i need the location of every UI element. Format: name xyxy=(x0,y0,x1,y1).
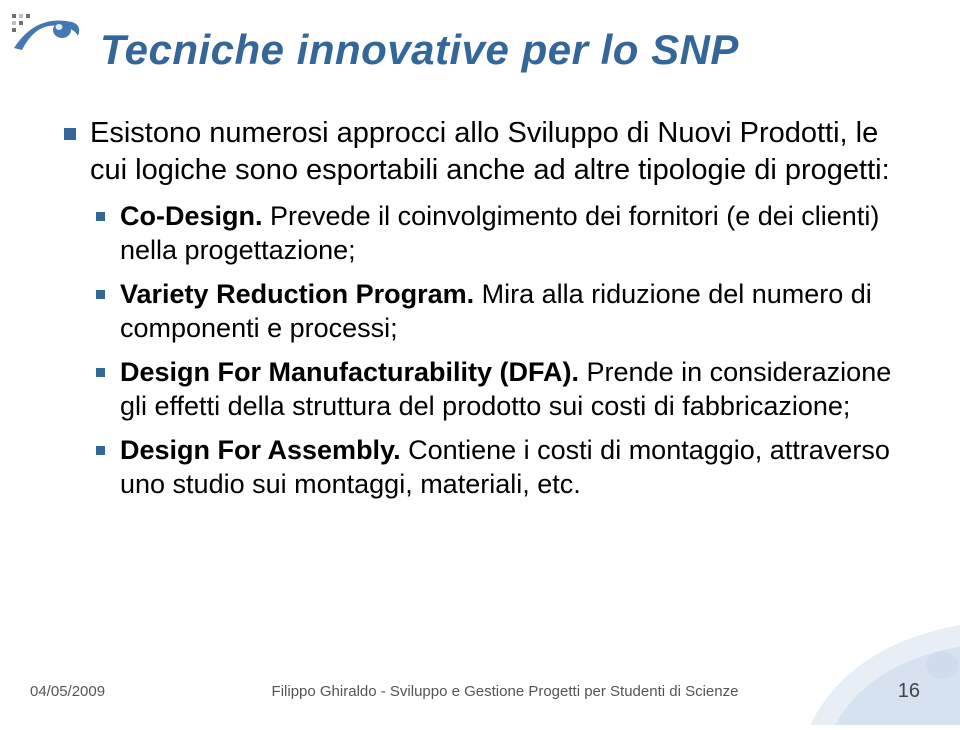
corner-decor xyxy=(790,585,960,725)
term: Variety Reduction Program. xyxy=(120,279,474,309)
footer-date: 04/05/2009 xyxy=(30,683,130,700)
footer: 04/05/2009 Filippo Ghiraldo - Sviluppo e… xyxy=(0,680,960,703)
term: Design For Manufacturability (DFA). xyxy=(120,357,579,387)
lead-text: Esistono numerosi approcci allo Sviluppo… xyxy=(90,115,910,189)
term: Co-Design. xyxy=(120,201,263,231)
item-vrp: Variety Reduction Program. Mira alla rid… xyxy=(90,277,910,345)
item-co-design: Co-Design. Prevede il coinvolgimento dei… xyxy=(90,199,910,267)
item-assembly: Design For Assembly. Contiene i costi di… xyxy=(90,433,910,501)
slide: Tecniche innovative per lo SNP Esistono … xyxy=(0,0,960,715)
item-dfa: Design For Manufacturability (DFA). Pren… xyxy=(90,355,910,423)
logo xyxy=(8,8,88,68)
slide-title: Tecniche innovative per lo SNP xyxy=(100,26,920,74)
term: Design For Assembly. xyxy=(120,435,401,465)
lead-bullet: Esistono numerosi approcci allo Sviluppo… xyxy=(60,115,910,501)
footer-center: Filippo Ghiraldo - Sviluppo e Gestione P… xyxy=(130,683,880,700)
sub-list: Co-Design. Prevede il coinvolgimento dei… xyxy=(90,199,910,501)
content-area: Esistono numerosi approcci allo Sviluppo… xyxy=(60,115,910,511)
footer-page: 16 xyxy=(880,680,920,703)
